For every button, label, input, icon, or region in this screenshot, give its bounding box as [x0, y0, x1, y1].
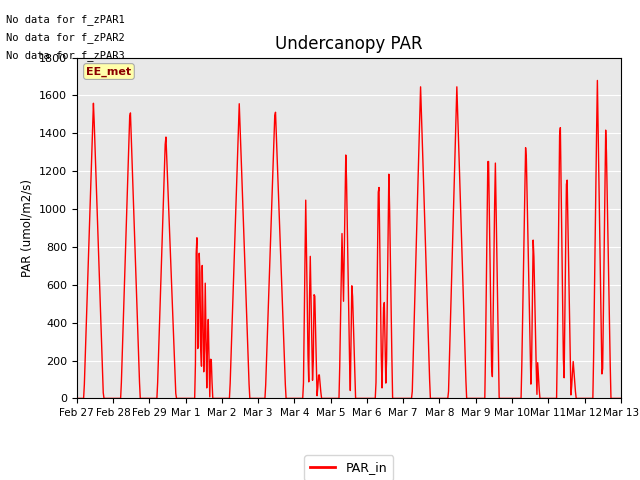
Text: No data for f_zPAR2: No data for f_zPAR2 — [6, 32, 125, 43]
Y-axis label: PAR (umol/m2/s): PAR (umol/m2/s) — [20, 179, 33, 277]
Text: No data for f_zPAR1: No data for f_zPAR1 — [6, 13, 125, 24]
Title: Undercanopy PAR: Undercanopy PAR — [275, 35, 422, 53]
Legend: PAR_in: PAR_in — [304, 455, 394, 480]
Text: No data for f_zPAR3: No data for f_zPAR3 — [6, 50, 125, 61]
Text: EE_met: EE_met — [86, 66, 132, 77]
